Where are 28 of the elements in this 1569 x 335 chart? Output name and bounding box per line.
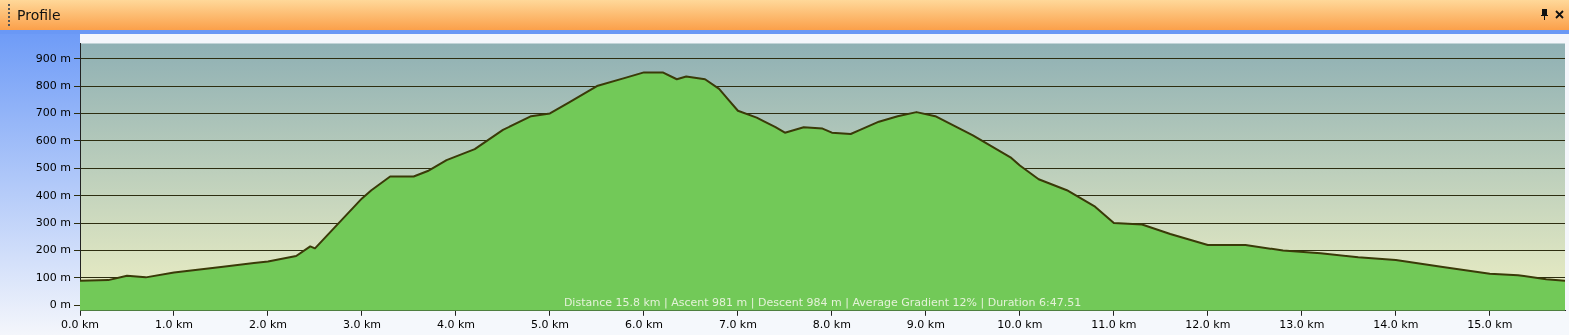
x-tick-label: 0.0 km xyxy=(60,318,100,332)
x-tick-label: 7.0 km xyxy=(718,318,757,332)
x-tick-label: 11.0 km xyxy=(1091,318,1137,332)
y-tick-label: 400 m xyxy=(35,188,71,202)
y-tick-label: 200 m xyxy=(35,243,71,257)
x-tick-label: 8.0 km xyxy=(812,318,851,332)
y-tick-label: 300 m xyxy=(35,215,71,229)
y-tick-label: 100 m xyxy=(35,270,71,284)
x-tick-label: 3.0 km xyxy=(342,318,381,332)
x-tick-label: 5.0 km xyxy=(530,318,569,332)
annotation: Distance 15.8 km | Ascent 981 m | Descent 984 m | Average Gradient 12% | Duration 6:47.51 xyxy=(563,296,1082,310)
x-tick-label: 6.0 km xyxy=(624,318,663,332)
x-tick-label: 15.0 km xyxy=(1467,318,1513,332)
y-tick-label: 500 m xyxy=(35,161,71,175)
x-tick-label: 2.0 km xyxy=(248,318,288,332)
x-tick-label: 4.0 km xyxy=(436,318,475,332)
x-tick-label: 10.0 km xyxy=(997,318,1043,332)
x-tick-label: 12.0 km xyxy=(1185,318,1231,332)
x-tick-label: 14.0 km xyxy=(1373,318,1419,332)
x-tick-label: 9.0 km xyxy=(906,318,945,332)
y-tick-label: 900 m xyxy=(35,51,71,65)
y-tick-label: 700 m xyxy=(35,106,71,120)
y-tick-label: 800 m xyxy=(35,78,71,92)
x-tick-label: 13.0 km xyxy=(1279,318,1325,332)
x-tick-label: 1.0 km xyxy=(154,318,194,332)
chart-title: Profile xyxy=(17,7,61,23)
y-tick-label: 0 m xyxy=(49,298,71,312)
y-tick-label: 600 m xyxy=(35,133,71,147)
